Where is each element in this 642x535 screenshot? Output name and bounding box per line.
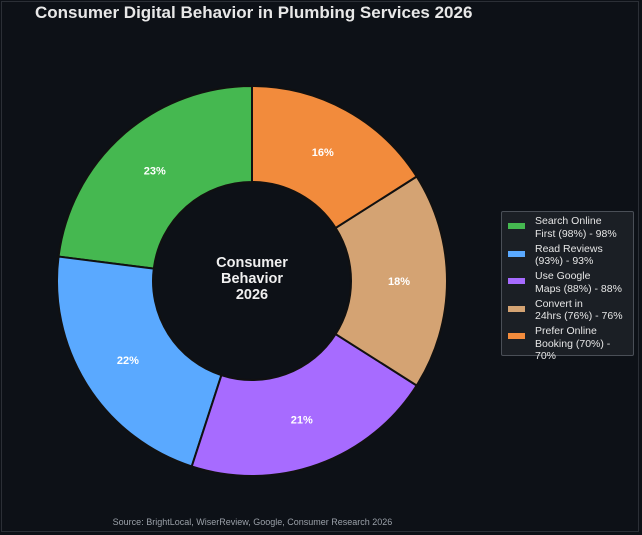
legend-swatch — [508, 278, 525, 284]
legend-label-line-2: 24hrs (76%) - 76% — [535, 310, 623, 322]
legend-label-line-1: Read Reviews — [535, 242, 603, 255]
legend-item-4: Convert in 24hrs (76%) - 76% — [508, 298, 629, 326]
legend-label-line-1: Convert in — [535, 297, 583, 310]
legend-swatch — [508, 250, 525, 257]
legend-label-line-2: Booking (70%) - 70% — [535, 337, 611, 363]
slice-label-3: 21% — [291, 414, 313, 426]
donut-slice-2 — [56, 255, 223, 468]
center-label: Consumer Behavior 2026 — [190, 255, 314, 303]
chart-legend: Search Online First (98%) - 98% Read Revie… — [501, 211, 634, 362]
legend-item-3: Use Google Maps (88%) - 88% — [508, 270, 629, 298]
source-note: Source: BrightLocal, WiserReview, Google… — [112, 517, 393, 527]
slice-label-5: 16% — [312, 147, 334, 159]
legend-swatch — [508, 223, 525, 229]
legend-label-line-2: Maps (88%) - 88% — [535, 282, 622, 295]
legend-label-line-2: First (98%) - 98% — [535, 227, 617, 240]
donut-slice-4 — [334, 175, 448, 387]
legend-label: Read Reviews (93%) - 93% — [535, 243, 603, 268]
legend-swatch — [508, 305, 525, 312]
legend-item-2: Read Reviews (93%) - 93% — [508, 243, 629, 271]
legend-label-line-1: Use Google — [535, 270, 591, 282]
legend-item-5: Prefer Online Booking (70%) - 70% — [508, 325, 629, 362]
legend-label: Prefer Online Booking (70%) - 70% — [535, 325, 629, 363]
center-label-line-2: Behavior — [220, 271, 284, 287]
legend-label: Convert in 24hrs (76%) - 76% — [535, 298, 623, 323]
donut-slice-5 — [251, 84, 419, 230]
legend-label: Use Google Maps (88%) - 88% — [535, 270, 622, 295]
slice-label-4: 18% — [388, 276, 410, 288]
legend-label-line-1: Search Online — [535, 215, 602, 227]
center-label-line-3: 2026 — [235, 287, 269, 303]
slice-label-1: 23% — [144, 166, 166, 178]
center-label-line-1: Consumer — [216, 255, 288, 271]
donut-slice-1 — [57, 84, 253, 270]
slice-label-2: 22% — [117, 355, 139, 367]
legend-label-line-2: (93%) - 93% — [535, 255, 594, 267]
donut-slice-3 — [190, 332, 419, 477]
chart-title: Consumer Digital Behavior in Plumbing Se… — [35, 3, 473, 22]
legend-swatch — [508, 333, 525, 339]
legend-label-line-1: Prefer Online — [535, 325, 597, 337]
legend-item-1: Search Online First (98%) - 98% — [508, 215, 629, 243]
legend-label: Search Online First (98%) - 98% — [535, 215, 617, 240]
